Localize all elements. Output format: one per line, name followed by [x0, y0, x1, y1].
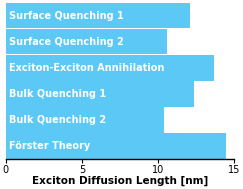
Text: Bulk Quenching 1: Bulk Quenching 1 [9, 89, 106, 99]
Text: Exciton-Exciton Annihilation: Exciton-Exciton Annihilation [9, 63, 164, 73]
Bar [6, 55, 214, 81]
Text: Surface Quenching 2: Surface Quenching 2 [9, 37, 124, 47]
Bar [6, 107, 164, 132]
Text: Bulk Quenching 2: Bulk Quenching 2 [9, 115, 106, 125]
X-axis label: Exciton Diffusion Length [nm]: Exciton Diffusion Length [nm] [32, 176, 208, 186]
Bar [6, 133, 226, 159]
Bar [6, 81, 194, 107]
Text: Förster Theory: Förster Theory [9, 141, 90, 151]
Text: Surface Quenching 1: Surface Quenching 1 [9, 11, 124, 21]
Bar [6, 29, 167, 54]
Bar [6, 3, 190, 28]
